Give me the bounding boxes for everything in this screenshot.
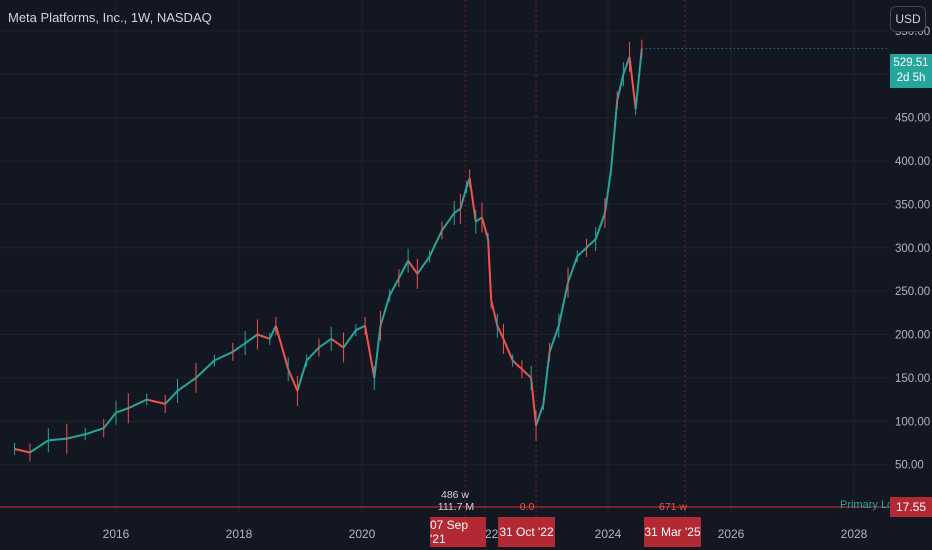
price-segment: [616, 74, 625, 101]
price-segment: [244, 333, 259, 344]
y-tick-label: 50.00: [895, 460, 924, 472]
price-segment: [567, 256, 579, 283]
x-tick-label: 2028: [841, 527, 868, 541]
price-segment: [257, 333, 271, 340]
price-segment: [475, 216, 483, 223]
price-segment: [146, 398, 166, 405]
x-tick-label: 2024: [595, 527, 622, 541]
price-segment: [428, 229, 443, 257]
price-segment: [490, 299, 499, 327]
date-tag-start: 07 Sep '21: [430, 517, 486, 547]
y-tick-label: 450.00: [895, 113, 930, 125]
price-segment: [342, 329, 357, 349]
price-segment: [511, 359, 523, 370]
price-segment: [373, 325, 382, 378]
price-segment: [398, 260, 410, 279]
bars-count-label: 486 w: [440, 489, 470, 501]
y-tick-label: 250.00: [895, 286, 930, 298]
price-segment: [542, 351, 551, 405]
price-segment: [453, 207, 461, 214]
price-segment: [548, 325, 560, 353]
price-segment: [622, 56, 631, 75]
date-tag-middle: 31 Oct '22: [498, 517, 555, 547]
price-segment: [115, 407, 129, 414]
primary-low-label: Primary Low: [840, 499, 902, 511]
price-segment: [634, 48, 643, 110]
last-price-value: 529.51: [893, 57, 929, 69]
price-segment: [594, 212, 606, 240]
price-segment: [576, 247, 588, 258]
price-segment: [287, 368, 299, 392]
price-segment: [521, 368, 532, 379]
price-segment: [29, 439, 49, 454]
y-tick-label: 350.00: [895, 199, 930, 211]
price-segment: [14, 448, 31, 454]
price-segment: [305, 346, 320, 362]
price-segment: [355, 324, 366, 332]
bars-right-label: 671 w: [658, 501, 688, 513]
price-segment: [66, 433, 86, 440]
primary-low-value: 17.55: [890, 497, 932, 517]
price-segment: [416, 255, 431, 275]
price-segment: [84, 427, 105, 436]
price-segment: [330, 338, 345, 349]
y-tick-label: 300.00: [895, 243, 930, 255]
price-segment: [407, 260, 419, 275]
price-segment: [318, 338, 332, 349]
price-segment: [610, 100, 619, 170]
price-segment: [502, 338, 514, 361]
price-segment: [628, 56, 637, 110]
price-segment: [48, 437, 67, 442]
price-segment: [274, 325, 290, 370]
date-tag-end: 31 Mar '25: [644, 517, 701, 547]
volume-label: 111.7 M: [437, 501, 475, 513]
price-segment: [388, 277, 400, 296]
chart-title: Meta Platforms, Inc., 1W, NASDAQ: [8, 10, 212, 25]
price-segment: [379, 295, 391, 327]
price-segment: [164, 390, 179, 405]
price-segment: [127, 398, 148, 410]
last-price-tag: 529.51 2d 5h: [890, 54, 932, 88]
price-segment: [530, 377, 538, 426]
price-segment: [535, 403, 545, 426]
price-segment: [603, 169, 613, 214]
x-tick-label: 2018: [226, 527, 253, 541]
y-tick-label: 100.00: [895, 416, 930, 428]
price-segment: [468, 178, 477, 222]
x-tick-label: 2020: [349, 527, 376, 541]
price-segment: [496, 325, 505, 340]
change-label: 0.0: [519, 501, 535, 513]
y-tick-label: 400.00: [895, 156, 930, 168]
currency-button[interactable]: USD: [890, 6, 926, 32]
price-segment: [195, 359, 216, 379]
x-tick-label: 2016: [103, 527, 130, 541]
bar-countdown: 2d 5h: [896, 72, 926, 84]
price-segment: [102, 411, 117, 429]
price-segment: [585, 238, 597, 249]
price-segment: [268, 325, 277, 340]
price-segment: [487, 239, 493, 300]
price-segment: [296, 360, 308, 392]
y-tick-label: 200.00: [895, 330, 930, 342]
y-tick-label: 150.00: [895, 373, 930, 385]
price-segment: [459, 186, 468, 209]
x-tick-label: 2026: [718, 527, 745, 541]
price-segment: [232, 342, 246, 353]
price-segment: [176, 377, 197, 392]
price-segment: [364, 325, 376, 379]
price-segment: [480, 217, 490, 240]
price-segment: [557, 282, 570, 327]
price-segment: [441, 212, 456, 231]
price-segment: [213, 350, 234, 362]
